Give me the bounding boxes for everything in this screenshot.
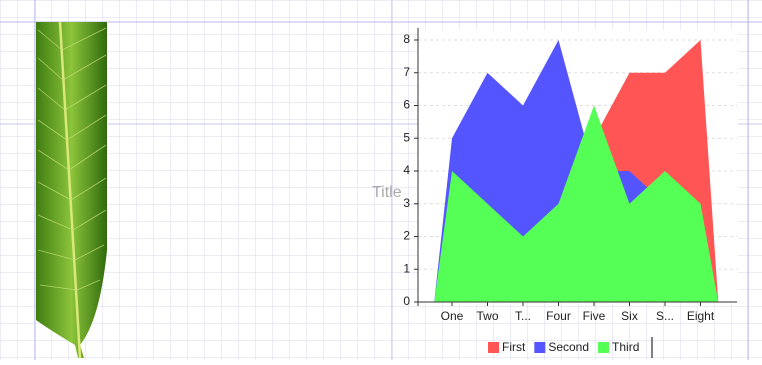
y-tick-label: 1	[403, 261, 410, 275]
legend-label: First	[502, 340, 526, 354]
x-tick-label: Five	[583, 309, 606, 323]
y-tick-label: 7	[403, 65, 410, 79]
x-tick-label: Six	[621, 309, 638, 323]
y-tick-label: 3	[403, 196, 410, 210]
y-tick-label: 2	[403, 229, 410, 243]
legend-label: Third	[612, 340, 639, 354]
x-tick-label: One	[441, 309, 464, 323]
y-tick-label: 0	[403, 294, 410, 308]
legend-swatch	[488, 342, 499, 353]
y-tick-label: 4	[403, 163, 410, 177]
x-tick-label: S...	[656, 309, 674, 323]
x-tick-label: Eight	[687, 309, 715, 323]
y-tick-label: 8	[403, 32, 410, 46]
x-tick-label: Two	[476, 309, 498, 323]
leaf-image	[36, 21, 107, 359]
x-tick-label: T...	[515, 309, 531, 323]
legend-swatch	[534, 342, 546, 353]
y-tick-label: 5	[403, 130, 410, 144]
chart-title: Title	[372, 184, 402, 201]
area	[434, 105, 719, 302]
x-tick-label: Four	[546, 309, 571, 323]
y-tick-label: 6	[403, 98, 410, 112]
legend-label: Second	[548, 340, 589, 354]
legend-swatch	[598, 342, 610, 353]
